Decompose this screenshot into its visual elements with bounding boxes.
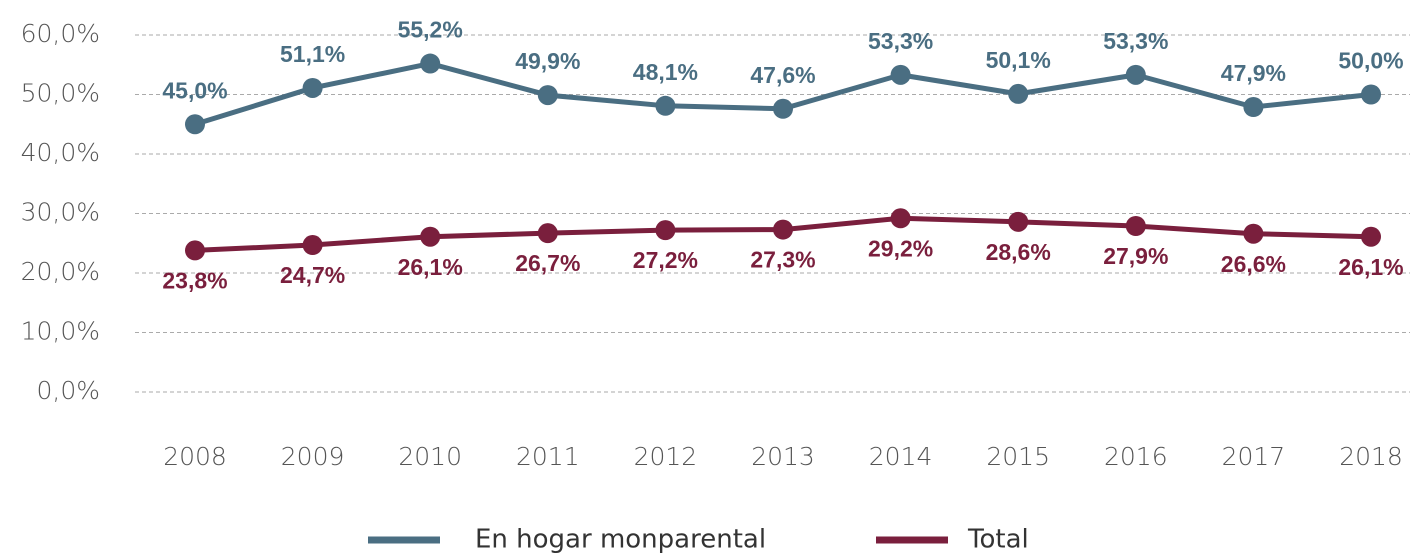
data-label: 47,9%: [1221, 60, 1286, 86]
legend-label: En hogar monparental: [475, 525, 766, 555]
point: [185, 240, 205, 261]
point: [1125, 64, 1146, 85]
point: [185, 114, 205, 135]
x-tick-label: 2017: [1222, 442, 1286, 471]
x-tick-label: 2013: [751, 442, 815, 471]
point: [1361, 84, 1381, 105]
x-tick-label: 2015: [986, 442, 1050, 471]
data-label: 27,3%: [750, 247, 815, 273]
point: [420, 226, 441, 247]
x-tick-label: 2010: [398, 442, 462, 471]
point: [773, 219, 793, 240]
point: [890, 208, 911, 229]
point: [1008, 83, 1029, 104]
data-label: 26,1%: [1338, 254, 1403, 280]
point: [1243, 96, 1264, 117]
point: [537, 223, 558, 244]
data-label: 26,7%: [515, 250, 580, 276]
point: [1361, 226, 1381, 247]
x-tick-label: 2011: [516, 442, 580, 471]
data-label: 23,8%: [162, 267, 227, 293]
point: [1125, 215, 1146, 236]
x-tick-label: 2018: [1339, 442, 1403, 471]
data-label: 55,2%: [398, 17, 463, 43]
point: [1008, 211, 1029, 232]
y-tick-label: 60,0%: [21, 19, 100, 48]
data-label: 49,9%: [515, 48, 580, 74]
data-label: 24,7%: [280, 262, 345, 288]
data-label: 26,6%: [1221, 251, 1286, 277]
point: [773, 98, 793, 119]
x-tick-label: 2008: [163, 442, 227, 471]
x-tick-label: 2012: [634, 442, 698, 471]
data-label: 53,3%: [868, 28, 933, 54]
y-tick-label: 50,0%: [21, 79, 100, 108]
data-label: 51,1%: [280, 41, 345, 67]
data-label: 48,1%: [633, 59, 698, 85]
x-tick-label: 2016: [1104, 442, 1168, 471]
data-label: 29,2%: [868, 235, 933, 261]
x-tick-label: 2014: [869, 442, 933, 471]
data-label: 28,6%: [986, 239, 1051, 265]
y-tick-label: 30,0%: [21, 198, 100, 227]
point: [302, 77, 323, 98]
y-tick-label: 10,0%: [21, 317, 100, 346]
point: [302, 235, 323, 256]
data-label: 27,9%: [1103, 243, 1168, 269]
data-label: 27,2%: [633, 247, 698, 273]
y-tick-label: 0,0%: [36, 376, 100, 405]
data-label: 47,6%: [750, 62, 815, 88]
legend-label: Total: [967, 525, 1029, 555]
data-label: 53,3%: [1103, 28, 1168, 54]
point: [537, 85, 558, 106]
y-tick-label: 20,0%: [21, 257, 100, 286]
point: [890, 64, 911, 85]
x-tick-label: 2009: [281, 442, 345, 471]
y-tick-label: 40,0%: [21, 138, 100, 167]
point: [655, 220, 676, 241]
data-label: 26,1%: [398, 254, 463, 280]
point: [655, 95, 676, 116]
point: [420, 53, 441, 74]
data-label: 50,1%: [986, 47, 1051, 73]
point: [1243, 223, 1264, 244]
data-label: 50,0%: [1338, 48, 1403, 74]
data-label: 45,0%: [162, 77, 227, 103]
